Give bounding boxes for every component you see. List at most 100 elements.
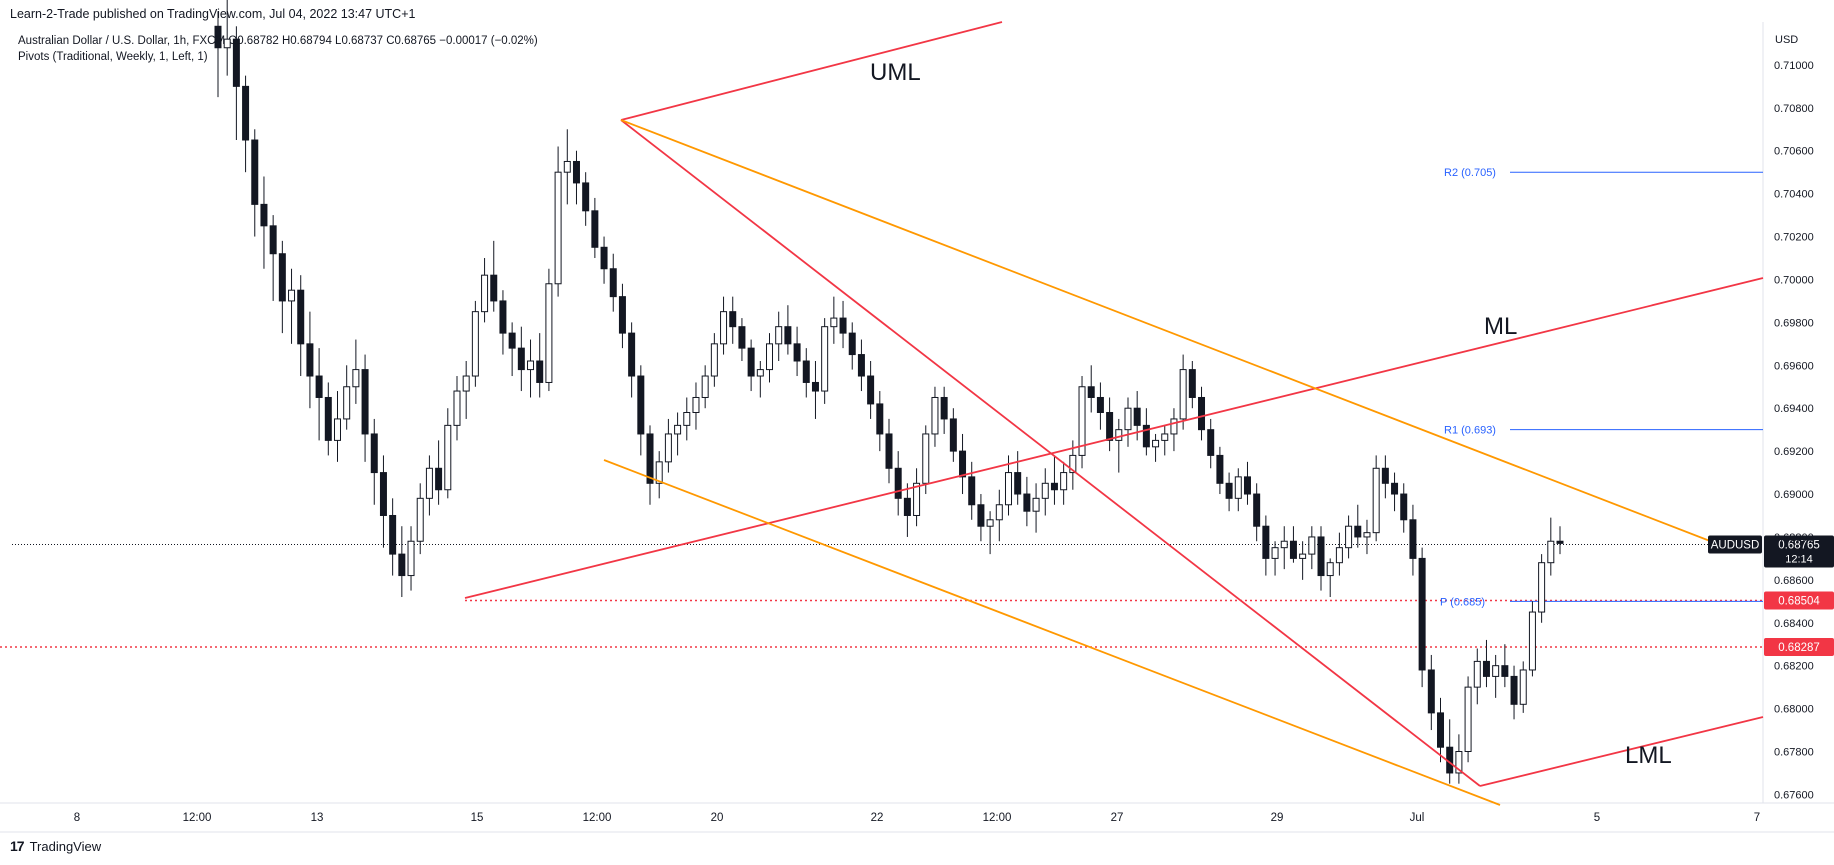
candle-body [931, 396, 939, 435]
y-tick-label: 0.68000 [1774, 704, 1814, 716]
candle-body [563, 160, 571, 173]
candle-body [1014, 472, 1022, 495]
y-tick-label: 0.68400 [1774, 618, 1814, 630]
candle-body [324, 396, 332, 441]
candle [343, 365, 351, 430]
candle-body [572, 160, 580, 184]
x-tick-label: 8 [74, 812, 80, 824]
candle-body [370, 433, 378, 474]
candle-body [1032, 497, 1040, 512]
candle [1464, 676, 1472, 763]
candle-body [242, 85, 250, 141]
candle-body [1317, 536, 1325, 577]
candle [453, 376, 461, 441]
candle [628, 322, 636, 398]
candle [1023, 476, 1031, 527]
candle-body [986, 519, 994, 527]
candle [885, 418, 893, 484]
candle-body [784, 326, 792, 345]
pivot-label: R1 (0.693) [1444, 425, 1496, 437]
candle-body [306, 343, 314, 377]
candle-body [720, 311, 728, 345]
candle-body [1400, 493, 1408, 521]
candle-body [756, 369, 764, 377]
candle-body [903, 497, 911, 516]
candle-body [407, 540, 415, 577]
x-tick-label: 12:00 [183, 812, 212, 824]
candle-body [674, 424, 682, 435]
candle [1409, 504, 1417, 576]
candle-body [1115, 429, 1123, 441]
candle [867, 361, 875, 419]
candle-body [1133, 407, 1141, 426]
candle [490, 240, 498, 312]
candle-body [1041, 482, 1049, 499]
candle [1354, 504, 1362, 548]
x-tick-label: 12:00 [583, 812, 612, 824]
candle-body [1437, 712, 1445, 748]
candle [278, 240, 286, 334]
candle-body [435, 467, 443, 491]
candle [435, 440, 443, 505]
lower-median-line [1479, 716, 1764, 787]
symbol-ohlc-legend[interactable]: Australian Dollar / U.S. Dollar, 1h, FXC… [18, 35, 538, 47]
candle [793, 326, 801, 377]
candle [1050, 455, 1058, 505]
candle-body [775, 326, 783, 345]
candle-body [1225, 482, 1233, 499]
candle [894, 451, 902, 516]
candle-body [1087, 386, 1095, 398]
candle-body [1345, 525, 1353, 549]
y-tick-label: 0.68200 [1774, 661, 1814, 673]
candle-body [269, 225, 277, 255]
candle [1381, 455, 1389, 499]
candle-body [1427, 669, 1435, 714]
candle [646, 425, 654, 505]
candle-body [214, 25, 222, 49]
candle-body [444, 424, 452, 491]
pivots-indicator-legend[interactable]: Pivots (Traditional, Weekly, 1, Left, 1) [18, 51, 208, 63]
candle-body [462, 375, 470, 392]
candle-body [1418, 557, 1426, 671]
candle-body [481, 274, 489, 313]
candle [1198, 386, 1206, 441]
candle-body [1482, 660, 1490, 677]
candle-body [949, 418, 957, 452]
candle-body [527, 360, 535, 371]
symbol-tag-label: AUDUSD [1711, 539, 1760, 551]
candle-body [278, 253, 286, 302]
y-tick-label: 0.68600 [1774, 575, 1814, 587]
candle [674, 412, 682, 456]
pivot-label: P (0.685) [1440, 596, 1485, 608]
candle [977, 494, 985, 542]
candle-body [609, 268, 617, 298]
candle-body [1152, 439, 1160, 448]
candle-body [830, 317, 838, 328]
y-tick-label: 0.69400 [1774, 403, 1814, 415]
candle-body [1409, 519, 1417, 559]
candle [251, 129, 259, 237]
candle-body [646, 433, 654, 484]
candle [848, 322, 856, 370]
candle [407, 526, 415, 591]
symbol-tag [1708, 535, 1762, 554]
candle [1437, 697, 1445, 763]
candle-body [628, 332, 636, 377]
candle-body [1216, 454, 1224, 484]
candle-body [867, 375, 875, 405]
candle-body [1161, 433, 1169, 441]
y-tick-label: 0.71000 [1774, 60, 1814, 72]
candle-body [977, 504, 985, 527]
candle [1142, 408, 1150, 456]
candle-body [1262, 525, 1270, 559]
candle [1243, 461, 1251, 505]
candle [701, 365, 709, 409]
price-axis-currency[interactable]: USD [1775, 34, 1799, 46]
candle [315, 348, 323, 441]
candle-body [729, 311, 737, 328]
candle [1308, 526, 1316, 570]
candle [903, 483, 911, 537]
candle-body [260, 203, 268, 227]
candle-body [398, 553, 406, 577]
